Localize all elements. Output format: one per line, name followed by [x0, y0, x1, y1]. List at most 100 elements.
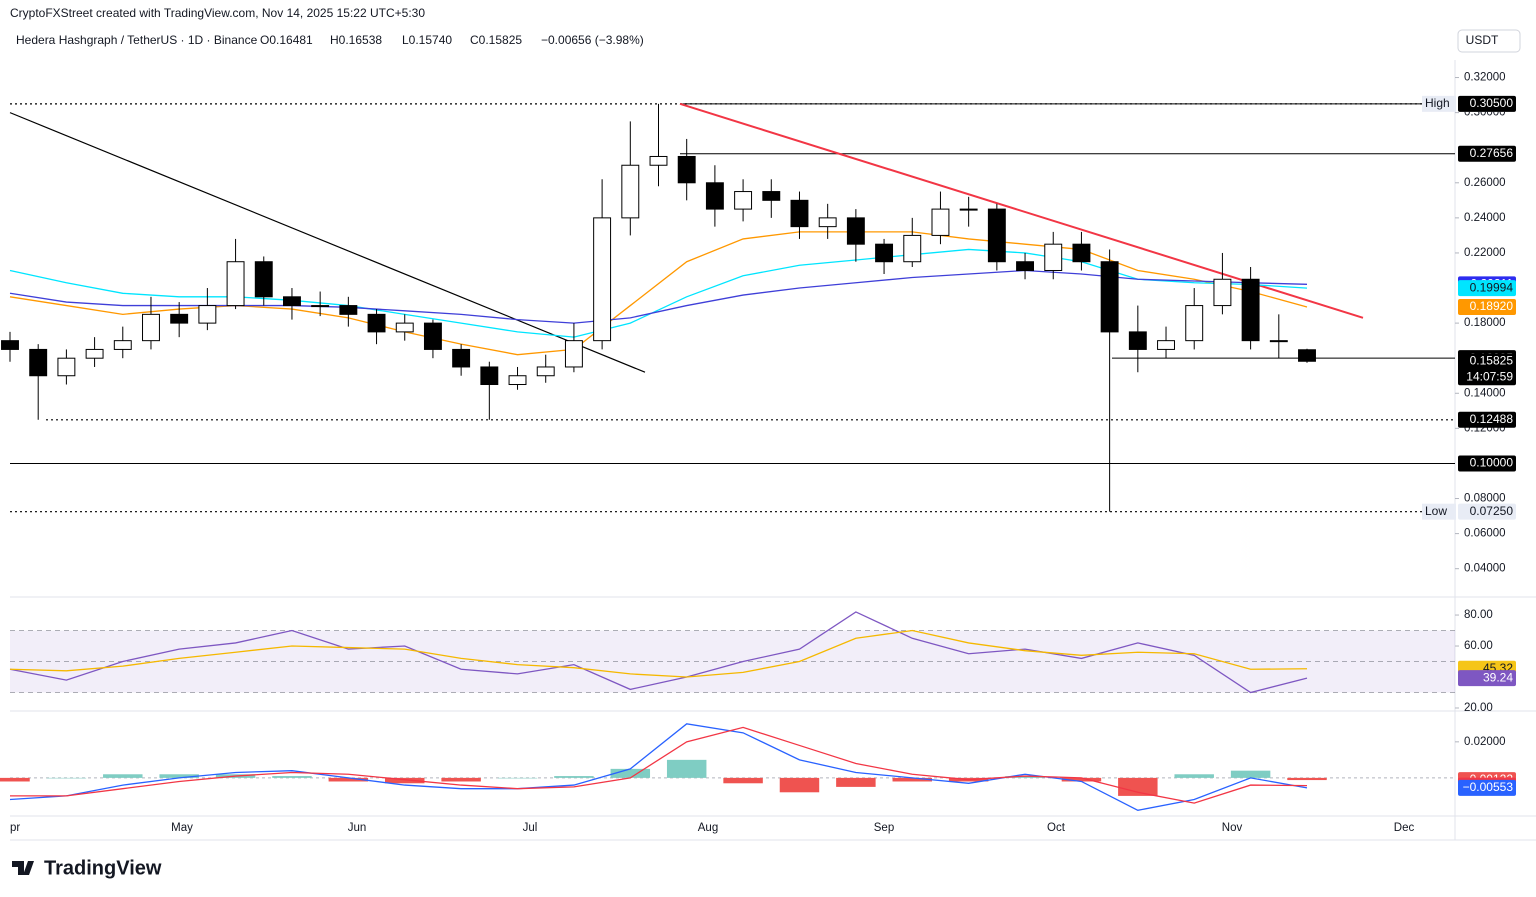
candle-body — [931, 208, 950, 236]
y-tick-label: 80.00 — [1464, 609, 1493, 621]
candle-body — [170, 313, 189, 324]
candle-body — [508, 375, 527, 386]
x-tick-label: Aug — [698, 822, 718, 834]
candle-body — [226, 261, 245, 307]
brand: TradingView — [44, 857, 162, 879]
candle-body — [57, 357, 76, 377]
candle-body — [762, 191, 781, 201]
histogram-bar — [328, 777, 369, 782]
histogram-bar — [1005, 776, 1045, 778]
candle-body — [959, 208, 978, 211]
candle-body — [142, 313, 160, 342]
x-tick-label: Jun — [348, 822, 367, 834]
y-tick-label: 0.32000 — [1464, 72, 1506, 84]
currency-box[interactable] — [1457, 29, 1521, 53]
currency: USDT — [1466, 33, 1499, 47]
price-badge: 0.15825 14:07:59 — [1458, 353, 1516, 386]
histogram-bar — [1287, 777, 1327, 781]
candle-body — [1016, 261, 1035, 271]
y-tick-label: 0.14000 — [1464, 387, 1506, 399]
candle-body — [1044, 243, 1063, 271]
candle-body — [254, 261, 273, 298]
ohlc-close: C0.15825 — [470, 33, 522, 47]
candle-body — [1072, 243, 1091, 263]
price-badge: 0.30500 — [1458, 95, 1516, 112]
y-tick-label: 20.00 — [1464, 702, 1493, 714]
y-tick-label: 0.02000 — [1464, 736, 1506, 748]
indicator-line — [9, 723, 1308, 811]
price-badge: 0.27656 — [1458, 145, 1516, 162]
indicator-line — [9, 611, 1308, 694]
candle-body — [649, 155, 668, 166]
badge-box — [1458, 280, 1516, 297]
logo-mark — [12, 861, 34, 875]
price-badge: 0.19994 — [1458, 280, 1516, 297]
candle-body — [1269, 340, 1288, 343]
price-badge: 39.24 — [1458, 670, 1516, 687]
candle-body — [1128, 331, 1147, 350]
histogram-bar — [441, 777, 481, 782]
x-tick-label: pr — [10, 822, 20, 834]
x-tick-label: May — [171, 822, 193, 834]
candle-body — [903, 234, 922, 263]
badge-label: 0.07250 — [1470, 504, 1514, 518]
histogram-bar — [0, 777, 30, 782]
candle-body — [1298, 349, 1316, 362]
badge-box — [1458, 145, 1516, 162]
x-tick-label: Oct — [1047, 822, 1066, 834]
candle-body — [1185, 305, 1204, 342]
histogram-bar — [385, 777, 425, 784]
indicator-line — [10, 726, 1308, 804]
price-badge: −0.00553 — [1458, 779, 1516, 796]
histogram-bar — [159, 774, 199, 778]
candle-body — [452, 348, 471, 368]
y-tick-label: 0.04000 — [1464, 563, 1506, 575]
price-badge: 0.12488 — [1458, 411, 1516, 428]
badge-label: 0.12488 — [1470, 412, 1514, 426]
badge-countdown: 14:07:59 — [1466, 369, 1513, 383]
histogram-bar — [779, 777, 820, 793]
histogram-bar — [1061, 777, 1102, 782]
price-badge: 0.18920 — [1458, 298, 1516, 315]
badge-label: 0.19994 — [1470, 280, 1514, 294]
badge-box — [1458, 455, 1516, 472]
histogram-bar — [723, 777, 763, 784]
badge-caption-box — [1422, 503, 1456, 520]
histogram-bar — [892, 777, 932, 782]
candle-body — [1100, 261, 1119, 333]
badge-box — [1458, 298, 1516, 315]
ohlc-open: O0.16481 — [260, 33, 313, 47]
badge-label: 0.10000 — [1470, 456, 1514, 470]
histogram-bar — [46, 777, 87, 779]
histogram-bar — [1118, 777, 1158, 796]
candle-body — [564, 340, 583, 368]
histogram-bar — [1230, 770, 1271, 778]
candle-body — [480, 366, 499, 386]
candle-body — [85, 348, 104, 359]
badge-label: 0.30500 — [1470, 96, 1514, 110]
badge-caption: Low — [1425, 504, 1447, 518]
badge-box — [1458, 353, 1516, 386]
candle-body — [1157, 340, 1175, 350]
histogram-bar — [666, 759, 707, 778]
candle-body — [423, 322, 442, 350]
indicator-line — [9, 269, 1308, 324]
badge-box — [1458, 95, 1516, 112]
badge-box — [1458, 503, 1516, 520]
candle-body — [198, 305, 217, 324]
y-tick-label: 0.06000 — [1464, 528, 1506, 540]
x-tick-label: Jul — [523, 822, 538, 834]
candle-body — [113, 340, 132, 350]
indicator-line — [9, 248, 1308, 338]
candle-body — [1, 340, 19, 350]
badge-box — [1458, 670, 1516, 687]
x-tick-label: Dec — [1394, 822, 1415, 834]
y-tick-label: 0.24000 — [1464, 212, 1506, 224]
histogram-bar — [1174, 774, 1214, 778]
badge-label: −0.00553 — [1463, 780, 1514, 794]
y-tick-label: 0.08000 — [1464, 493, 1506, 505]
badge-label: 0.27656 — [1470, 146, 1514, 160]
histogram-bar — [554, 776, 594, 778]
